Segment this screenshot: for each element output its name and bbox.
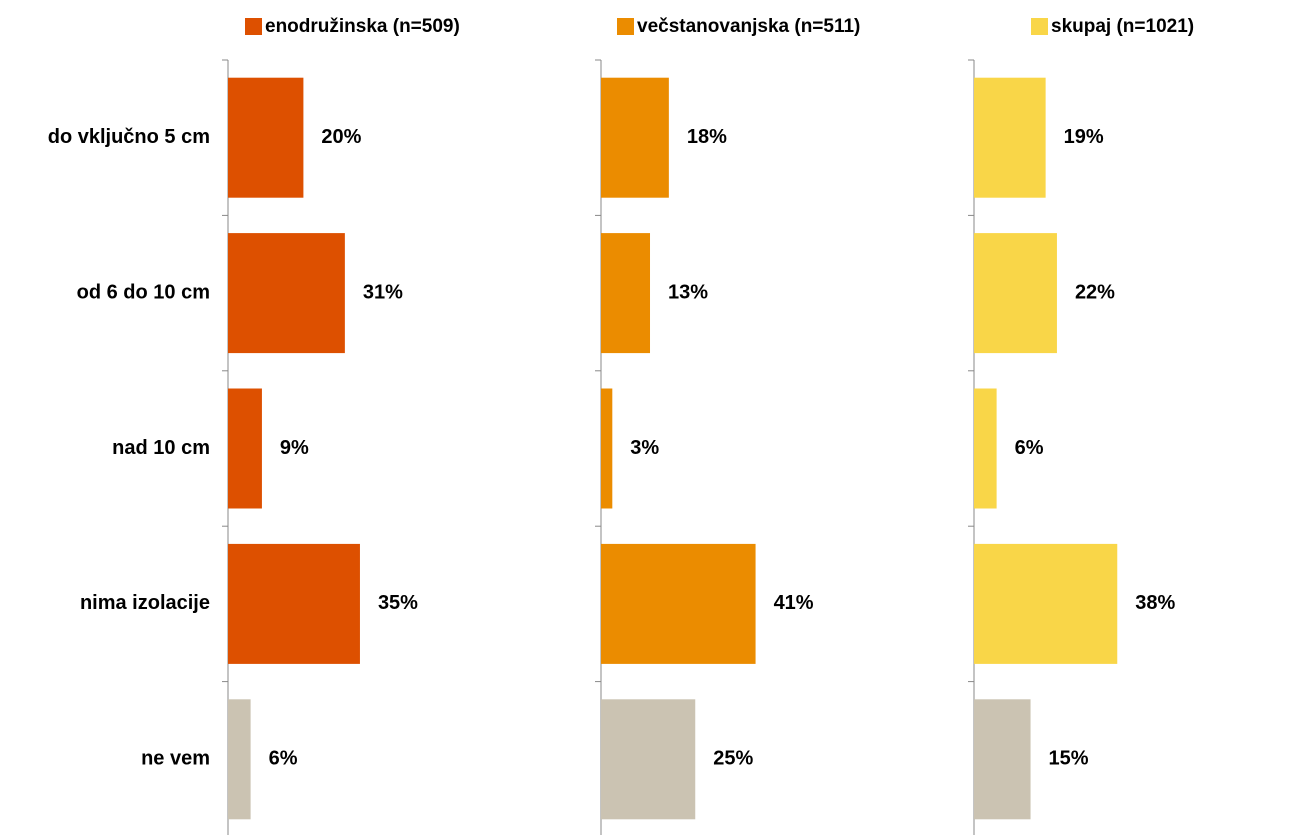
bar	[228, 543, 360, 664]
bar	[974, 77, 1046, 198]
value-label: 18%	[687, 126, 727, 148]
value-label: 38%	[1135, 592, 1175, 614]
category-label: do vključno 5 cm	[48, 126, 210, 148]
value-label: 6%	[269, 748, 298, 770]
legend-swatch	[1031, 18, 1048, 35]
category-label: ne vem	[141, 748, 210, 770]
bar	[974, 699, 1031, 820]
value-label: 31%	[363, 281, 403, 303]
value-label: 35%	[378, 592, 418, 614]
value-label: 9%	[280, 437, 309, 459]
bar	[228, 233, 345, 354]
bar	[228, 388, 262, 509]
value-label: 6%	[1015, 437, 1044, 459]
value-label: 19%	[1064, 126, 1104, 148]
bar	[228, 699, 251, 820]
value-label: 20%	[321, 126, 361, 148]
legend-swatch	[245, 18, 262, 35]
bar	[601, 233, 651, 354]
bar	[601, 699, 696, 820]
category-label: nima izolacije	[80, 592, 210, 614]
value-label: 13%	[668, 281, 708, 303]
legend-label: enodružinska (n=509)	[265, 16, 460, 37]
bar	[228, 77, 304, 198]
legend-swatch	[617, 18, 634, 35]
legend-label: skupaj (n=1021)	[1051, 16, 1194, 37]
value-label: 22%	[1075, 281, 1115, 303]
legend-label: večstanovanjska (n=511)	[637, 16, 860, 37]
bar	[974, 233, 1057, 354]
bar	[974, 388, 997, 509]
category-label: nad 10 cm	[112, 437, 210, 459]
value-label: 41%	[774, 592, 814, 614]
value-label: 25%	[713, 748, 753, 770]
category-label: od 6 do 10 cm	[77, 281, 210, 303]
bar	[601, 77, 669, 198]
bar	[601, 543, 756, 664]
bar	[601, 388, 613, 509]
bar	[974, 543, 1118, 664]
value-label: 3%	[630, 437, 659, 459]
value-label: 15%	[1049, 748, 1089, 770]
